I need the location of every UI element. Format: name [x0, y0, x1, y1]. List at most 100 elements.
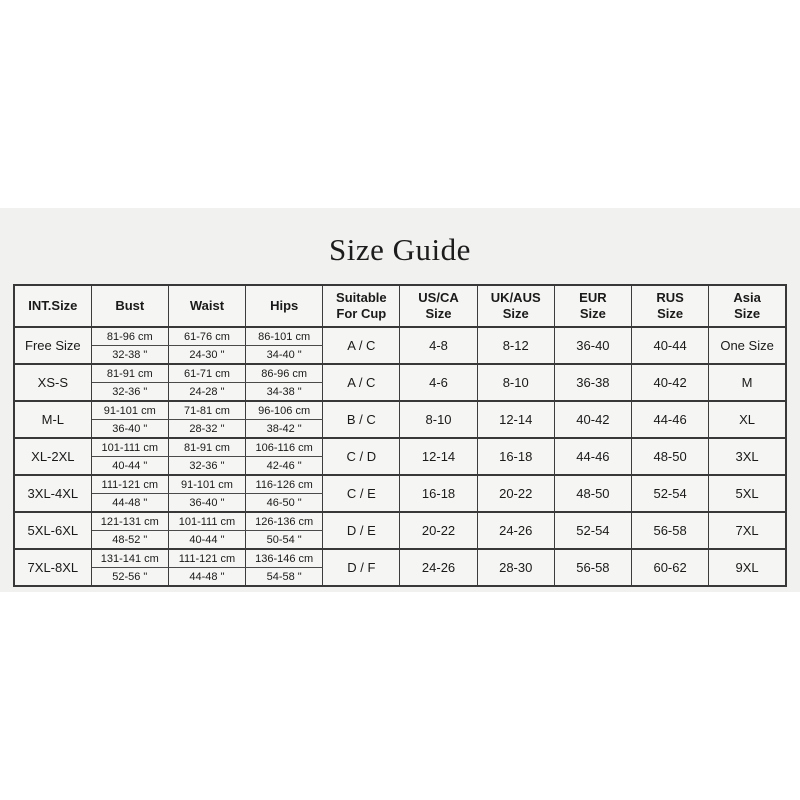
header-waist: Waist: [167, 284, 247, 328]
cell-bust-cm: 111-121 cm: [90, 474, 169, 494]
cell-hips-in: 46-50 ": [245, 493, 324, 513]
header-rus-size: RUS Size: [630, 284, 710, 328]
cell-bust-in: 44-48 ": [90, 493, 169, 513]
cell-hips-cm: 86-101 cm: [245, 326, 324, 346]
cell-waist-in: 40-44 ": [167, 530, 247, 550]
cell-hips-cm: 106-116 cm: [245, 437, 324, 457]
cell-waist-cm: 81-91 cm: [167, 437, 247, 457]
header-uk-aus-size: UK/AUS Size: [476, 284, 555, 328]
cell-waist-in: 28-32 ": [167, 419, 247, 439]
cell-int-size: XL-2XL: [13, 437, 92, 476]
table-subrow: 52-56 " 44-48 " 54-58 ": [14, 567, 786, 587]
header-bust: Bust: [90, 284, 169, 328]
cell-eur: 52-54: [553, 511, 633, 550]
cell-rus: 40-42: [630, 363, 710, 402]
cell-eur: 44-46: [553, 437, 633, 476]
cell-uk-aus: 24-26: [476, 511, 555, 550]
table-body: Free Size 81-96 cm 61-76 cm 86-101 cm A …: [13, 326, 787, 587]
cell-us-ca: 8-10: [399, 400, 478, 439]
cell-hips-cm: 126-136 cm: [245, 511, 324, 531]
cell-uk-aus: 12-14: [476, 400, 555, 439]
cell-bust-cm: 91-101 cm: [90, 400, 169, 420]
table-row: XS-S 81-91 cm 61-71 cm 86-96 cm A / C 4-…: [13, 363, 787, 402]
cell-rus: 52-54: [630, 474, 710, 513]
cell-waist-cm: 111-121 cm: [167, 548, 247, 568]
size-guide-panel: Size Guide INT.Size Bust Waist Hips Suit…: [0, 208, 800, 592]
table-row: M-L 91-101 cm 71-81 cm 96-106 cm B / C 8…: [13, 400, 787, 439]
cell-bust-in: 32-36 ": [90, 382, 169, 402]
cell-waist-cm: 61-76 cm: [167, 326, 247, 346]
cell-cup: A / C: [322, 326, 401, 365]
cell-eur: 48-50: [553, 474, 633, 513]
header-asia-size: Asia Size: [708, 284, 787, 328]
cell-hips-cm: 116-126 cm: [245, 474, 324, 494]
cell-asia: 9XL: [708, 548, 787, 587]
cell-hips-in: 50-54 ": [245, 530, 324, 550]
cell-waist-in: 44-48 ": [167, 567, 247, 587]
cell-eur: 56-58: [553, 548, 633, 587]
cell-hips-in: 54-58 ": [245, 567, 324, 587]
cell-rus: 60-62: [630, 548, 710, 587]
cell-hips-in: 42-46 ": [245, 456, 324, 476]
cell-uk-aus: 16-18: [476, 437, 555, 476]
cell-eur: 36-38: [553, 363, 633, 402]
cell-asia: 3XL: [708, 437, 787, 476]
cell-waist-in: 36-40 ": [167, 493, 247, 513]
cell-cup: C / D: [322, 437, 401, 476]
cell-waist-in: 24-30 ": [167, 345, 247, 365]
cell-cup: D / F: [322, 548, 401, 587]
cell-hips-in: 38-42 ": [245, 419, 324, 439]
cell-bust-in: 36-40 ": [90, 419, 169, 439]
cell-asia: One Size: [708, 326, 787, 365]
cell-int-size: XS-S: [13, 363, 92, 402]
cell-us-ca: 20-22: [399, 511, 478, 550]
cell-bust-cm: 101-111 cm: [90, 437, 169, 457]
cell-hips-cm: 96-106 cm: [245, 400, 324, 420]
cell-uk-aus: 28-30: [476, 548, 555, 587]
cell-waist-cm: 61-71 cm: [167, 363, 247, 383]
cell-cup: D / E: [322, 511, 401, 550]
cell-rus: 48-50: [630, 437, 710, 476]
cell-bust-in: 40-44 ": [90, 456, 169, 476]
cell-asia: M: [708, 363, 787, 402]
cell-cup: C / E: [322, 474, 401, 513]
cell-us-ca: 16-18: [399, 474, 478, 513]
table-row: 5XL-6XL 121-131 cm 101-111 cm 126-136 cm…: [13, 511, 787, 550]
cell-bust-cm: 131-141 cm: [90, 548, 169, 568]
cell-asia: 5XL: [708, 474, 787, 513]
table-subrow: 40-44 " 32-36 " 42-46 ": [14, 456, 786, 476]
cell-cup: B / C: [322, 400, 401, 439]
cell-int-size: 7XL-8XL: [13, 548, 92, 587]
cell-us-ca: 4-8: [399, 326, 478, 365]
table-row: XL-2XL 101-111 cm 81-91 cm 106-116 cm C …: [13, 437, 787, 476]
cell-int-size: Free Size: [13, 326, 92, 365]
cell-rus: 44-46: [630, 400, 710, 439]
header-row: INT.Size Bust Waist Hips Suitable For Cu…: [13, 284, 787, 328]
header-us-ca-size: US/CA Size: [399, 284, 478, 328]
table-row: Free Size 81-96 cm 61-76 cm 86-101 cm A …: [13, 326, 787, 365]
cell-int-size: 5XL-6XL: [13, 511, 92, 550]
table-row: 7XL-8XL 131-141 cm 111-121 cm 136-146 cm…: [13, 548, 787, 587]
cell-int-size: 3XL-4XL: [13, 474, 92, 513]
page-title: Size Guide: [329, 232, 471, 267]
cell-cup: A / C: [322, 363, 401, 402]
header-suitable-for-cup: Suitable For Cup: [322, 284, 401, 328]
cell-us-ca: 4-6: [399, 363, 478, 402]
cell-hips-in: 34-38 ": [245, 382, 324, 402]
cell-bust-cm: 81-96 cm: [90, 326, 169, 346]
cell-us-ca: 12-14: [399, 437, 478, 476]
cell-waist-cm: 71-81 cm: [167, 400, 247, 420]
header-hips: Hips: [245, 284, 324, 328]
table-subrow: 32-36 " 24-28 " 34-38 ": [14, 382, 786, 402]
cell-uk-aus: 8-10: [476, 363, 555, 402]
cell-rus: 40-44: [630, 326, 710, 365]
cell-waist-in: 32-36 ": [167, 456, 247, 476]
cell-us-ca: 24-26: [399, 548, 478, 587]
cell-uk-aus: 20-22: [476, 474, 555, 513]
cell-rus: 56-58: [630, 511, 710, 550]
header-eur-size: EUR Size: [553, 284, 633, 328]
cell-waist-cm: 91-101 cm: [167, 474, 247, 494]
cell-bust-in: 32-38 ": [90, 345, 169, 365]
table-row: 3XL-4XL 111-121 cm 91-101 cm 116-126 cm …: [13, 474, 787, 513]
cell-bust-in: 52-56 ": [90, 567, 169, 587]
